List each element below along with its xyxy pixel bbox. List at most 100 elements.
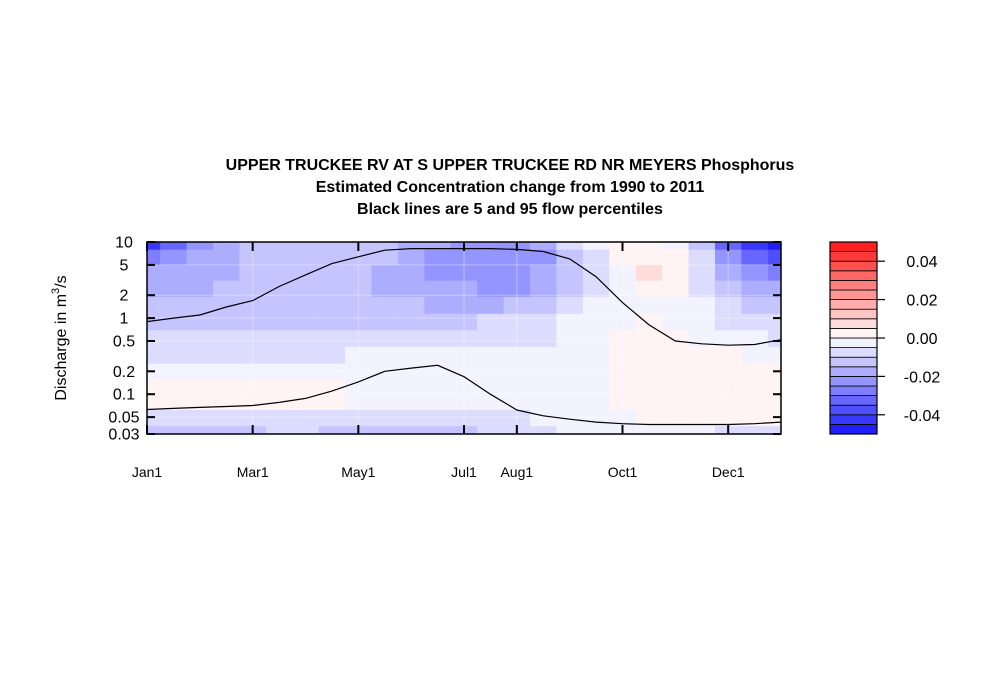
contour-cell [147,264,161,281]
contour-cell [741,242,769,250]
contour-cell [609,378,637,395]
contour-cell [635,346,663,364]
contour-cell [160,409,188,427]
contour-cell [292,242,320,250]
contour-cell [530,393,558,410]
contour-cell [147,296,161,314]
contour-cell [503,313,531,331]
legend-tick-label: -0.04 [904,408,941,425]
contour-cell [609,363,637,380]
legend-tick-label: 0.04 [906,254,937,271]
contour-cell [503,280,531,297]
contour-cell [582,409,610,427]
contour-cell [450,378,478,395]
contour-cell [714,249,742,265]
contour-cell [265,280,293,297]
contour-cell [292,264,320,281]
contour-cell [503,363,531,380]
contour-cell [186,329,214,347]
contour-cell [424,346,452,364]
contour-cell [345,264,373,281]
legend-band [829,308,878,320]
contour-cell [424,363,452,380]
contour-cell [477,264,505,281]
contour-cell [186,242,214,250]
contour-cell [160,425,188,434]
contour-cell [213,393,241,410]
legend-band [829,404,878,416]
contour-cell [160,346,188,364]
contour-cell [424,249,452,265]
contour-cell [582,264,610,281]
chart-title-line-2: Estimated Concentration change from 1990… [316,179,705,196]
contour-cell [213,264,241,281]
y-tick-label: 0.5 [113,334,135,351]
chart-title-line-1: UPPER TRUCKEE RV AT S UPPER TRUCKEE RD N… [226,157,795,174]
contour-cell [213,425,241,434]
contour-cell [503,329,531,347]
contour-cell [662,346,690,364]
legend-band [829,375,878,387]
contour-cell [239,409,267,427]
contour-cell [741,425,769,434]
y-tick-label: 0.2 [113,364,135,381]
contour-cell [556,313,584,331]
contour-cell [345,280,373,297]
contour-cell [688,425,716,434]
contour-cell [265,346,293,364]
contour-cell [556,296,584,314]
contour-cell [292,329,320,347]
contour-cell [530,409,558,427]
contour-cell [239,296,267,314]
contour-cell [688,249,716,265]
contour-cell [582,363,610,380]
contour-cell [292,393,320,410]
contour-cell [609,393,637,410]
contour-cell [635,264,663,281]
contour-cell [714,363,742,380]
contour-cell [318,363,346,380]
contour-cell [186,296,214,314]
contour-cell [424,393,452,410]
contour-cell [609,409,637,427]
legend-band [829,251,878,262]
contour-cell [530,425,558,434]
contour-cell [477,393,505,410]
contour-cell [767,264,781,281]
contour-cell [318,378,346,395]
contour-cell [160,264,188,281]
contour-cell [582,313,610,331]
contour-cell [371,425,399,434]
legend-band [829,356,878,368]
contour-cell [318,425,346,434]
contour-cell [450,264,478,281]
contour-cell [582,296,610,314]
contour-cell [450,393,478,410]
contour-cell [397,393,425,410]
x-tick-label: Jan1 [132,464,163,480]
contour-cell [741,378,769,395]
contour-cell [556,409,584,427]
y-tick-labels: 0.030.05 0.1 0.2 0.5 1 2 5 10 [108,235,139,444]
contour-cell [318,296,346,314]
contour-cell [397,346,425,364]
contour-cell [160,378,188,395]
contour-cell [292,313,320,331]
contour-cell [318,264,346,281]
contour-cell [213,249,241,265]
contour-cell [186,378,214,395]
contour-cell [767,296,781,314]
contour-cell [477,280,505,297]
contour-cell [556,346,584,364]
contour-cell [582,346,610,364]
contour-cell [530,346,558,364]
contour-cell [371,329,399,347]
legend-band [829,347,878,358]
y-tick-label: 5 [120,257,129,274]
contour-cell [556,249,584,265]
contour-cell [450,296,478,314]
contour-cell [635,329,663,347]
contour-cell [213,409,241,427]
contour-cell [767,393,781,410]
